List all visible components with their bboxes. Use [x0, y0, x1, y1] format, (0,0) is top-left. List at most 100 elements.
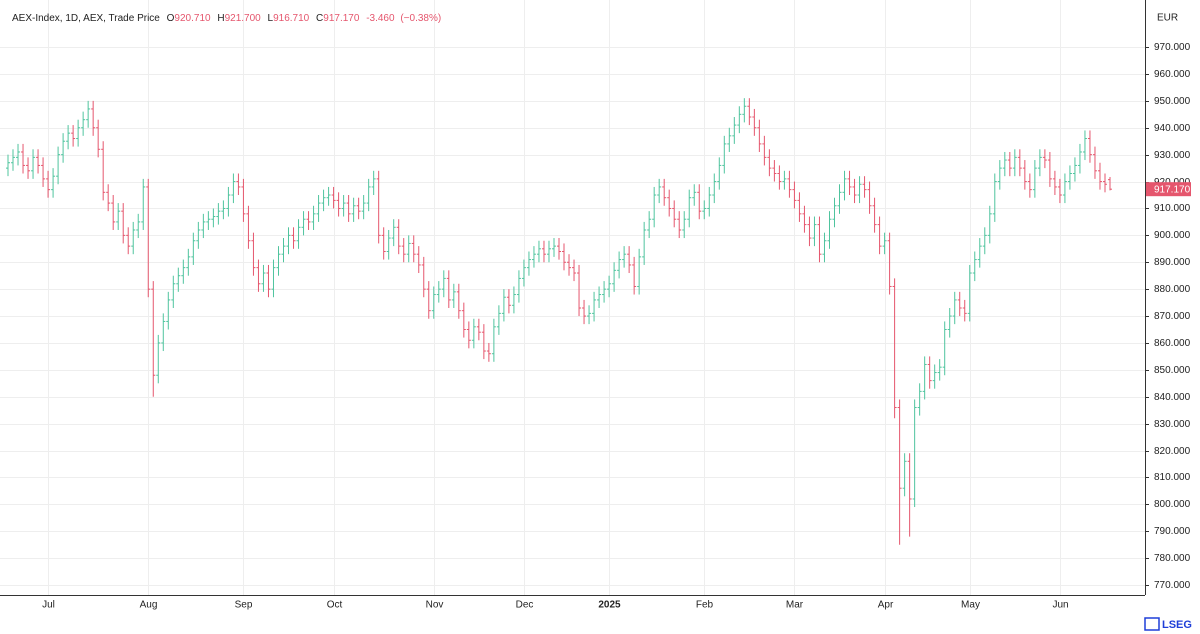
ohlc-bar	[276, 246, 281, 276]
ohlc-bar	[1092, 146, 1097, 179]
ohlc-bar	[66, 125, 71, 150]
ohlc-bar	[86, 100, 91, 128]
ohlc-bar	[1047, 151, 1052, 187]
ohlc-bar	[1052, 170, 1057, 196]
ohlc-bar	[456, 283, 461, 319]
ohlc-bar	[116, 203, 121, 230]
x-tick-label: Jul	[42, 600, 55, 611]
ohlc-bar	[997, 160, 1002, 190]
y-tick-label: 830.000	[1154, 419, 1191, 430]
ohlc-bar	[426, 281, 431, 319]
ohlc-bar	[787, 170, 792, 198]
ohlc-bar	[797, 192, 802, 222]
ohlc-bar	[582, 299, 587, 325]
ohlc-bar	[602, 281, 607, 303]
ohlc-bar	[572, 259, 577, 282]
ohlc-bar	[441, 270, 446, 298]
ohlc-bar	[722, 135, 727, 174]
ohlc-bar	[822, 232, 827, 263]
y-tick-label: 950.000	[1154, 96, 1191, 107]
x-tick-label: Mar	[786, 600, 804, 611]
ohlc-bar	[171, 275, 176, 308]
ohlc-bar	[882, 232, 887, 255]
y-tick-label: 870.000	[1154, 311, 1191, 322]
ohlc-bar	[952, 291, 957, 325]
ohlc-bar	[221, 200, 226, 220]
ohlc-bar	[742, 98, 747, 123]
ohlc-bar	[652, 186, 657, 228]
ohlc-bar	[41, 157, 46, 187]
ohlc-bar	[386, 229, 391, 260]
ohlc-bar	[186, 248, 191, 276]
y-tick-label: 900.000	[1154, 230, 1191, 241]
ohlc-bar	[967, 264, 972, 322]
ohlc-bar	[1097, 162, 1102, 190]
ohlc-bar	[121, 203, 126, 244]
ohlc-bar	[1012, 149, 1017, 177]
ohlc-bar	[256, 259, 261, 292]
ohlc-bar	[436, 281, 441, 303]
brand-name[interactable]: LSEG	[1162, 619, 1192, 631]
ohlc-bar	[131, 221, 136, 255]
ohlc-bar	[902, 453, 907, 497]
ohlc-bar	[837, 184, 842, 214]
ohlc-bar	[96, 119, 101, 158]
ohlc-bar	[461, 302, 466, 338]
ohlc-bar	[762, 135, 767, 166]
ohlc-bar	[476, 318, 481, 341]
ohlc-bar	[71, 125, 76, 147]
ohlc-bar	[46, 170, 51, 198]
ohlc-bar	[11, 149, 16, 171]
ohlc-bar	[506, 289, 511, 314]
ohlc-bar	[1002, 151, 1007, 177]
ohlc-bar	[31, 149, 36, 179]
header-o-label: O	[167, 13, 175, 24]
ohlc-bar	[1027, 173, 1032, 198]
y-tick-label: 800.000	[1154, 499, 1191, 510]
ohlc-bar	[296, 219, 301, 249]
ohlc-bar	[91, 100, 96, 136]
last-price-label: 917.170	[1154, 184, 1191, 195]
ohlc-bar	[106, 184, 111, 212]
ohlc-bar	[567, 254, 572, 276]
x-tick-label: Feb	[696, 600, 714, 611]
ohlc-bar	[271, 259, 276, 298]
ohlc-bar	[516, 270, 521, 303]
y-tick-label: 960.000	[1154, 69, 1191, 80]
ohlc-bar	[712, 173, 717, 204]
ohlc-bar	[1007, 151, 1012, 177]
ohlc-bar	[551, 238, 556, 257]
ohlc-bar	[707, 186, 712, 217]
ohlc-bar	[541, 240, 546, 263]
ohlc-bar	[1017, 149, 1022, 177]
ohlc-bar	[176, 267, 181, 292]
ohlc-bar	[1037, 149, 1042, 177]
ohlc-bar	[662, 178, 667, 206]
ohlc-bar	[331, 186, 336, 209]
ohlc-bar	[597, 286, 602, 308]
ohlc-bar	[852, 178, 857, 204]
ohlc-bar	[496, 305, 501, 335]
ohlc-bar	[607, 275, 612, 298]
ohlc-bar	[907, 453, 912, 537]
y-tick-label: 780.000	[1154, 553, 1191, 564]
ohlc-bar	[732, 117, 737, 144]
ohlc-bar	[697, 184, 702, 220]
ohlc-bar	[1057, 178, 1062, 204]
ohlc-bar	[1102, 173, 1107, 193]
ohlc-bar	[817, 216, 822, 263]
ohlc-bar	[321, 189, 326, 212]
ohlc-bar	[577, 264, 582, 317]
ohlc-bar	[827, 211, 832, 249]
y-tick-label: 880.000	[1154, 284, 1191, 295]
ohlc-bar	[411, 235, 416, 263]
ohlc-bar	[987, 205, 992, 244]
ohlc-bar	[336, 192, 341, 217]
ohlc-bar	[391, 219, 396, 247]
ohlc-bar	[466, 321, 471, 349]
header-legend: AEX-Index, 1D, AEX, Trade Price O920.710…	[12, 13, 441, 24]
ohlc-bar	[957, 291, 962, 317]
ohlc-bar	[311, 205, 316, 230]
header-change-pct: (−0.38%)	[400, 13, 441, 24]
ohlc-bar	[592, 291, 597, 322]
